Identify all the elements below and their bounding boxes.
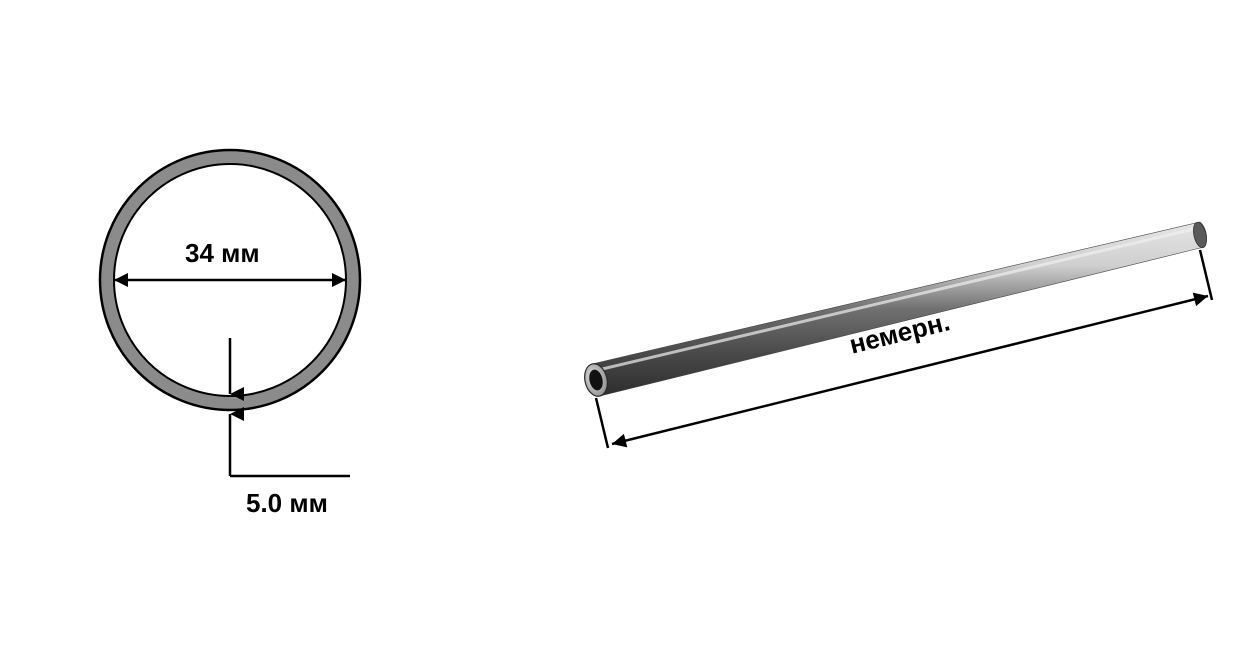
pipe-3d [582, 221, 1209, 399]
diameter-label: 34 мм [185, 238, 260, 269]
diagram-canvas: 34 мм 5.0 мм немерн. [0, 0, 1240, 660]
thickness-label: 5.0 мм [246, 488, 328, 519]
cross-section-svg [0, 0, 1240, 660]
